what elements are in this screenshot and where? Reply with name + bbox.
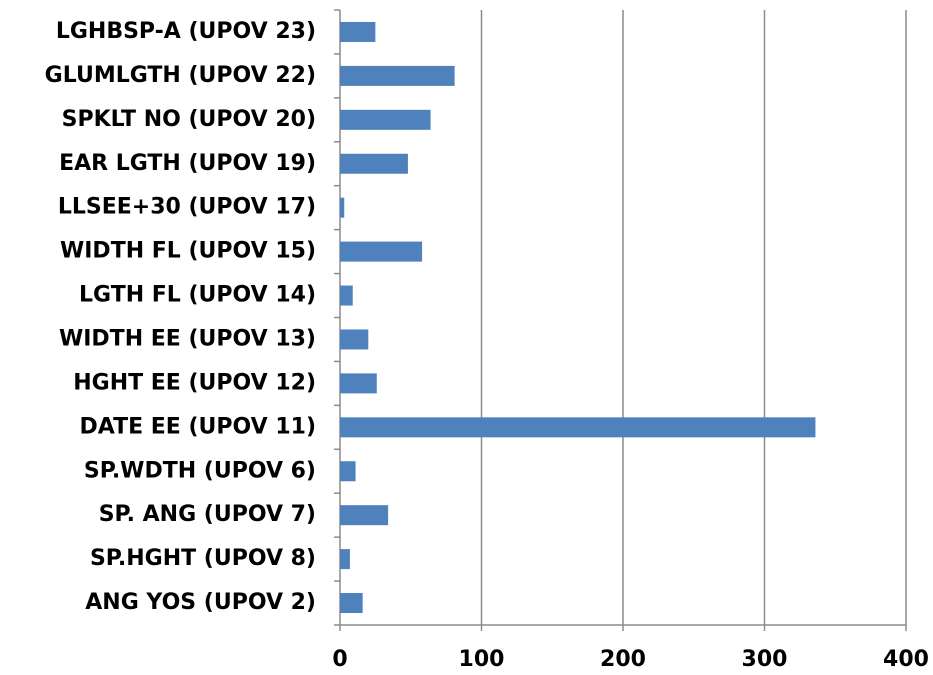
- y-tick-label: GLUMLGTH (UPOV 22): [45, 63, 316, 88]
- x-tick-label: 200: [600, 647, 646, 672]
- bar: [340, 109, 431, 130]
- bar: [340, 241, 423, 262]
- y-tick-label: SP.WDTH (UPOV 6): [84, 458, 316, 483]
- bar: [340, 153, 408, 174]
- y-tick-label: LLSEE+30 (UPOV 17): [58, 195, 316, 220]
- y-tick-label: SPKLT NO (UPOV 20): [62, 107, 316, 132]
- y-tick-label: WIDTH EE (UPOV 13): [59, 326, 316, 351]
- x-tick-label: 400: [883, 647, 929, 672]
- x-tick-label: 0: [332, 647, 347, 672]
- bar: [340, 417, 816, 438]
- y-tick-label: HGHT EE (UPOV 12): [73, 370, 316, 395]
- y-tick-label: EAR LGTH (UPOV 19): [59, 151, 316, 176]
- x-tick-label: 100: [459, 647, 505, 672]
- y-tick-label: ANG YOS (UPOV 2): [85, 590, 316, 615]
- y-tick-label: SP. ANG (UPOV 7): [99, 502, 316, 527]
- bar: [340, 505, 389, 526]
- y-tick-label: WIDTH FL (UPOV 15): [60, 239, 316, 264]
- y-tick-label: LGTH FL (UPOV 14): [79, 283, 316, 308]
- bar: [340, 329, 369, 350]
- bar: [340, 593, 363, 614]
- y-tick-label: LGHBSP-A (UPOV 23): [56, 19, 316, 44]
- y-tick-label: SP.HGHT (UPOV 8): [90, 546, 316, 571]
- bar: [340, 461, 356, 482]
- bar: [340, 549, 350, 570]
- bar: [340, 21, 376, 42]
- x-tick-label: 300: [742, 647, 788, 672]
- bar: [340, 373, 377, 394]
- y-tick-label: DATE EE (UPOV 11): [80, 414, 317, 439]
- bar: [340, 197, 345, 218]
- bar: [340, 65, 455, 86]
- bar: [340, 285, 353, 306]
